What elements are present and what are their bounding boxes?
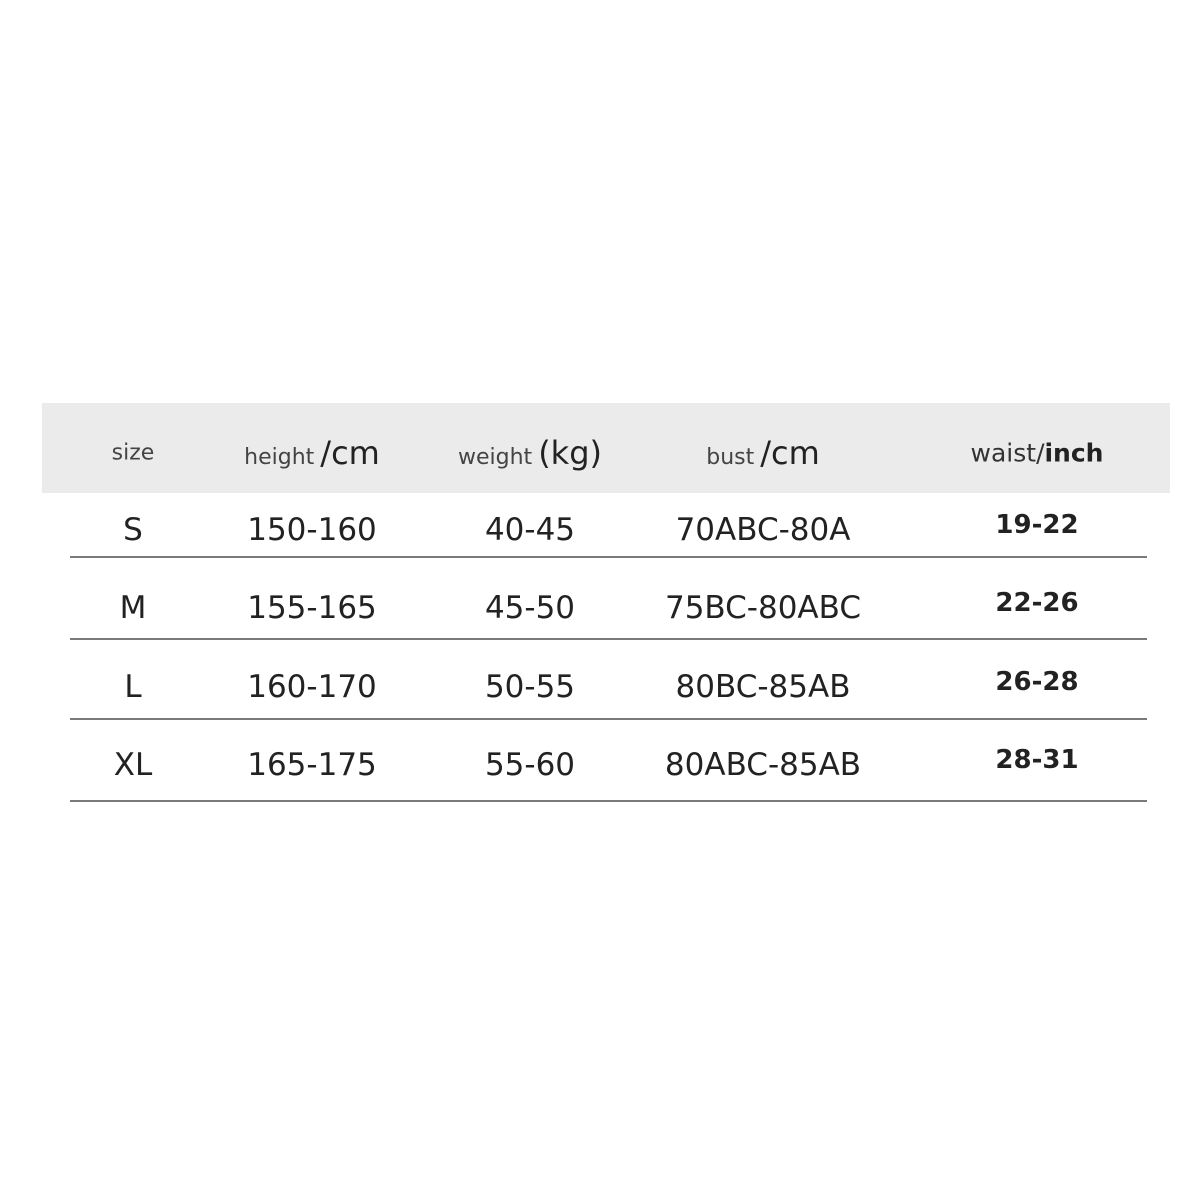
table-cell: 150-160 — [247, 512, 377, 548]
row-divider — [70, 638, 1147, 640]
header-unit: (kg) — [538, 434, 602, 472]
table-cell: 155-165 — [247, 590, 377, 626]
table-cell: 75BC-80ABC — [664, 590, 862, 626]
table-cell: 40-45 — [484, 512, 576, 548]
row-divider — [70, 800, 1147, 802]
header-cell: bust/cm — [706, 434, 820, 472]
table-cell: 50-55 — [484, 669, 576, 705]
table-cell: 22-26 — [995, 588, 1079, 618]
row-divider — [70, 556, 1147, 558]
table-cell: L — [124, 669, 142, 705]
table-cell: 26-28 — [995, 667, 1079, 697]
header-unit: /cm — [320, 434, 380, 472]
table-cell: 160-170 — [247, 669, 377, 705]
header-label: waist/ — [970, 438, 1045, 468]
header-label: size — [111, 440, 155, 466]
header-unit: /cm — [760, 434, 820, 472]
header-label: weight — [458, 445, 533, 470]
table-cell: 80ABC-85AB — [664, 747, 862, 783]
table-cell: 55-60 — [484, 747, 576, 783]
header-unit: inch — [1044, 438, 1104, 468]
table-cell: 70ABC-80A — [675, 512, 851, 548]
table-cell: M — [119, 590, 147, 626]
table-cell: S — [123, 512, 143, 548]
header-cell: waist/inch — [971, 439, 1104, 468]
table-cell: 19-22 — [995, 510, 1079, 540]
row-divider — [70, 718, 1147, 720]
header-cell: weight (kg) — [458, 434, 602, 472]
table-cell: 80BC-85AB — [675, 669, 851, 705]
header-cell: height/cm — [244, 434, 380, 472]
table-cell: 28-31 — [995, 745, 1079, 775]
header-label: bust — [706, 445, 755, 470]
header-label: height — [244, 445, 315, 470]
table-cell: 45-50 — [484, 590, 576, 626]
header-band — [42, 403, 1170, 493]
table-cell: 165-175 — [247, 747, 377, 783]
table-cell: XL — [113, 747, 153, 783]
header-cell: size — [112, 441, 155, 466]
